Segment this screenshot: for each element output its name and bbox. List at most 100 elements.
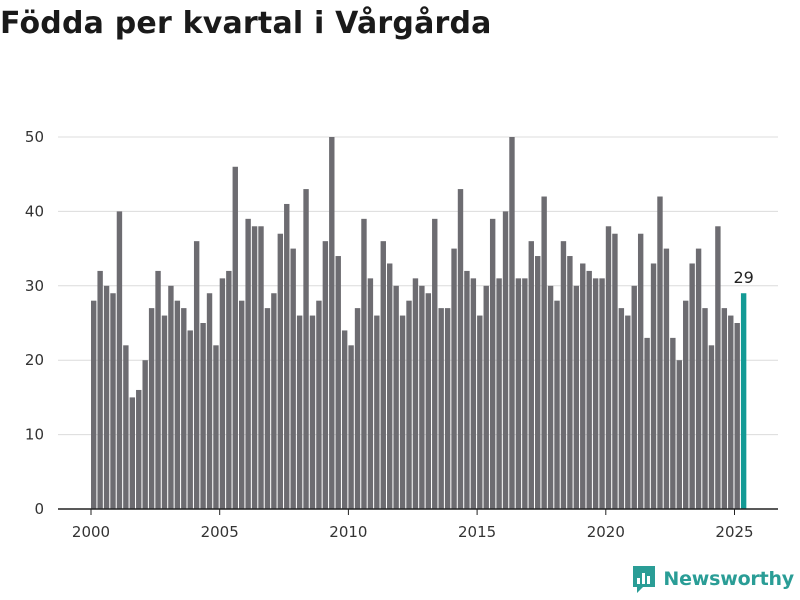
bar — [554, 300, 560, 509]
bar — [605, 226, 612, 509]
bar — [419, 285, 425, 509]
bar — [695, 248, 702, 509]
x-tick-label: 2020 — [587, 523, 625, 541]
x-tick-label: 2010 — [329, 523, 367, 541]
bar — [586, 270, 592, 509]
bar — [348, 345, 354, 509]
bar — [728, 315, 734, 509]
bar — [502, 211, 509, 509]
bar — [573, 285, 580, 509]
bar — [380, 241, 386, 509]
bar — [599, 278, 605, 509]
bar — [689, 263, 695, 509]
bar — [193, 241, 200, 509]
bar — [650, 263, 657, 509]
bar — [91, 300, 97, 509]
bar — [316, 300, 322, 509]
bar — [560, 241, 567, 509]
bar — [277, 233, 284, 509]
bar — [258, 226, 264, 509]
bar — [296, 315, 303, 509]
bar — [618, 308, 625, 509]
bar — [219, 278, 226, 509]
y-tick-label: 50 — [25, 128, 44, 146]
bar — [187, 330, 193, 509]
bar — [264, 308, 271, 509]
bar — [239, 300, 245, 509]
bar — [303, 189, 309, 509]
highlighted-bar — [740, 293, 747, 509]
bar — [489, 218, 496, 509]
bar — [535, 256, 541, 509]
bar — [702, 308, 708, 509]
bar — [541, 196, 547, 509]
y-tick-label: 10 — [25, 426, 44, 444]
bar — [663, 248, 670, 509]
bar — [483, 285, 489, 509]
bar — [322, 241, 329, 509]
bar — [592, 278, 599, 509]
bar — [245, 218, 251, 509]
bar — [734, 323, 740, 509]
brand-logo: Newsworthy — [631, 564, 794, 594]
bar — [509, 137, 515, 509]
bar — [515, 278, 522, 509]
bar — [522, 278, 528, 509]
data-label: 29 — [733, 268, 753, 287]
bar — [715, 226, 721, 509]
bar — [464, 270, 470, 509]
bar — [367, 278, 374, 509]
bar — [206, 293, 213, 509]
chart-title: Födda per kvartal i Vårgårda — [0, 6, 492, 41]
y-tick-label: 40 — [25, 202, 44, 220]
bar — [567, 256, 573, 509]
bar — [116, 211, 123, 509]
bar — [97, 270, 103, 509]
bar — [425, 293, 432, 509]
bar — [393, 285, 399, 509]
bar — [477, 315, 483, 509]
y-tick-label: 20 — [25, 351, 44, 369]
bar — [174, 300, 181, 509]
bar — [142, 360, 148, 509]
bar — [168, 285, 174, 509]
newsworthy-logo-icon — [633, 566, 656, 593]
y-tick-label: 0 — [34, 500, 44, 518]
x-tick-label: 2000 — [72, 523, 110, 541]
bar — [226, 270, 232, 509]
bar — [290, 248, 296, 509]
x-tick-label: 2025 — [715, 523, 753, 541]
bar — [457, 189, 464, 509]
bar — [155, 270, 161, 509]
bar — [670, 337, 676, 509]
bar — [438, 308, 444, 509]
bar — [361, 218, 367, 509]
brand-name: Newsworthy — [663, 568, 794, 590]
bar — [329, 137, 335, 509]
bar — [657, 196, 663, 509]
bar — [354, 308, 361, 509]
bar — [341, 330, 348, 509]
bar — [161, 315, 168, 509]
y-tick-label: 30 — [25, 277, 44, 295]
x-tick-label: 2015 — [458, 523, 496, 541]
bar — [496, 278, 502, 509]
bar — [612, 233, 618, 509]
bar — [232, 166, 238, 509]
bar — [129, 397, 136, 509]
bar — [309, 315, 316, 509]
bar — [637, 233, 644, 509]
bar — [412, 278, 419, 509]
bar — [683, 300, 689, 509]
bar — [547, 285, 554, 509]
bar — [644, 337, 650, 509]
bar — [676, 360, 682, 509]
bar — [110, 293, 116, 509]
bar — [200, 323, 206, 509]
bar — [284, 203, 290, 509]
bar — [387, 263, 393, 509]
bar — [631, 285, 637, 509]
bar — [406, 300, 412, 509]
bar — [374, 315, 380, 509]
